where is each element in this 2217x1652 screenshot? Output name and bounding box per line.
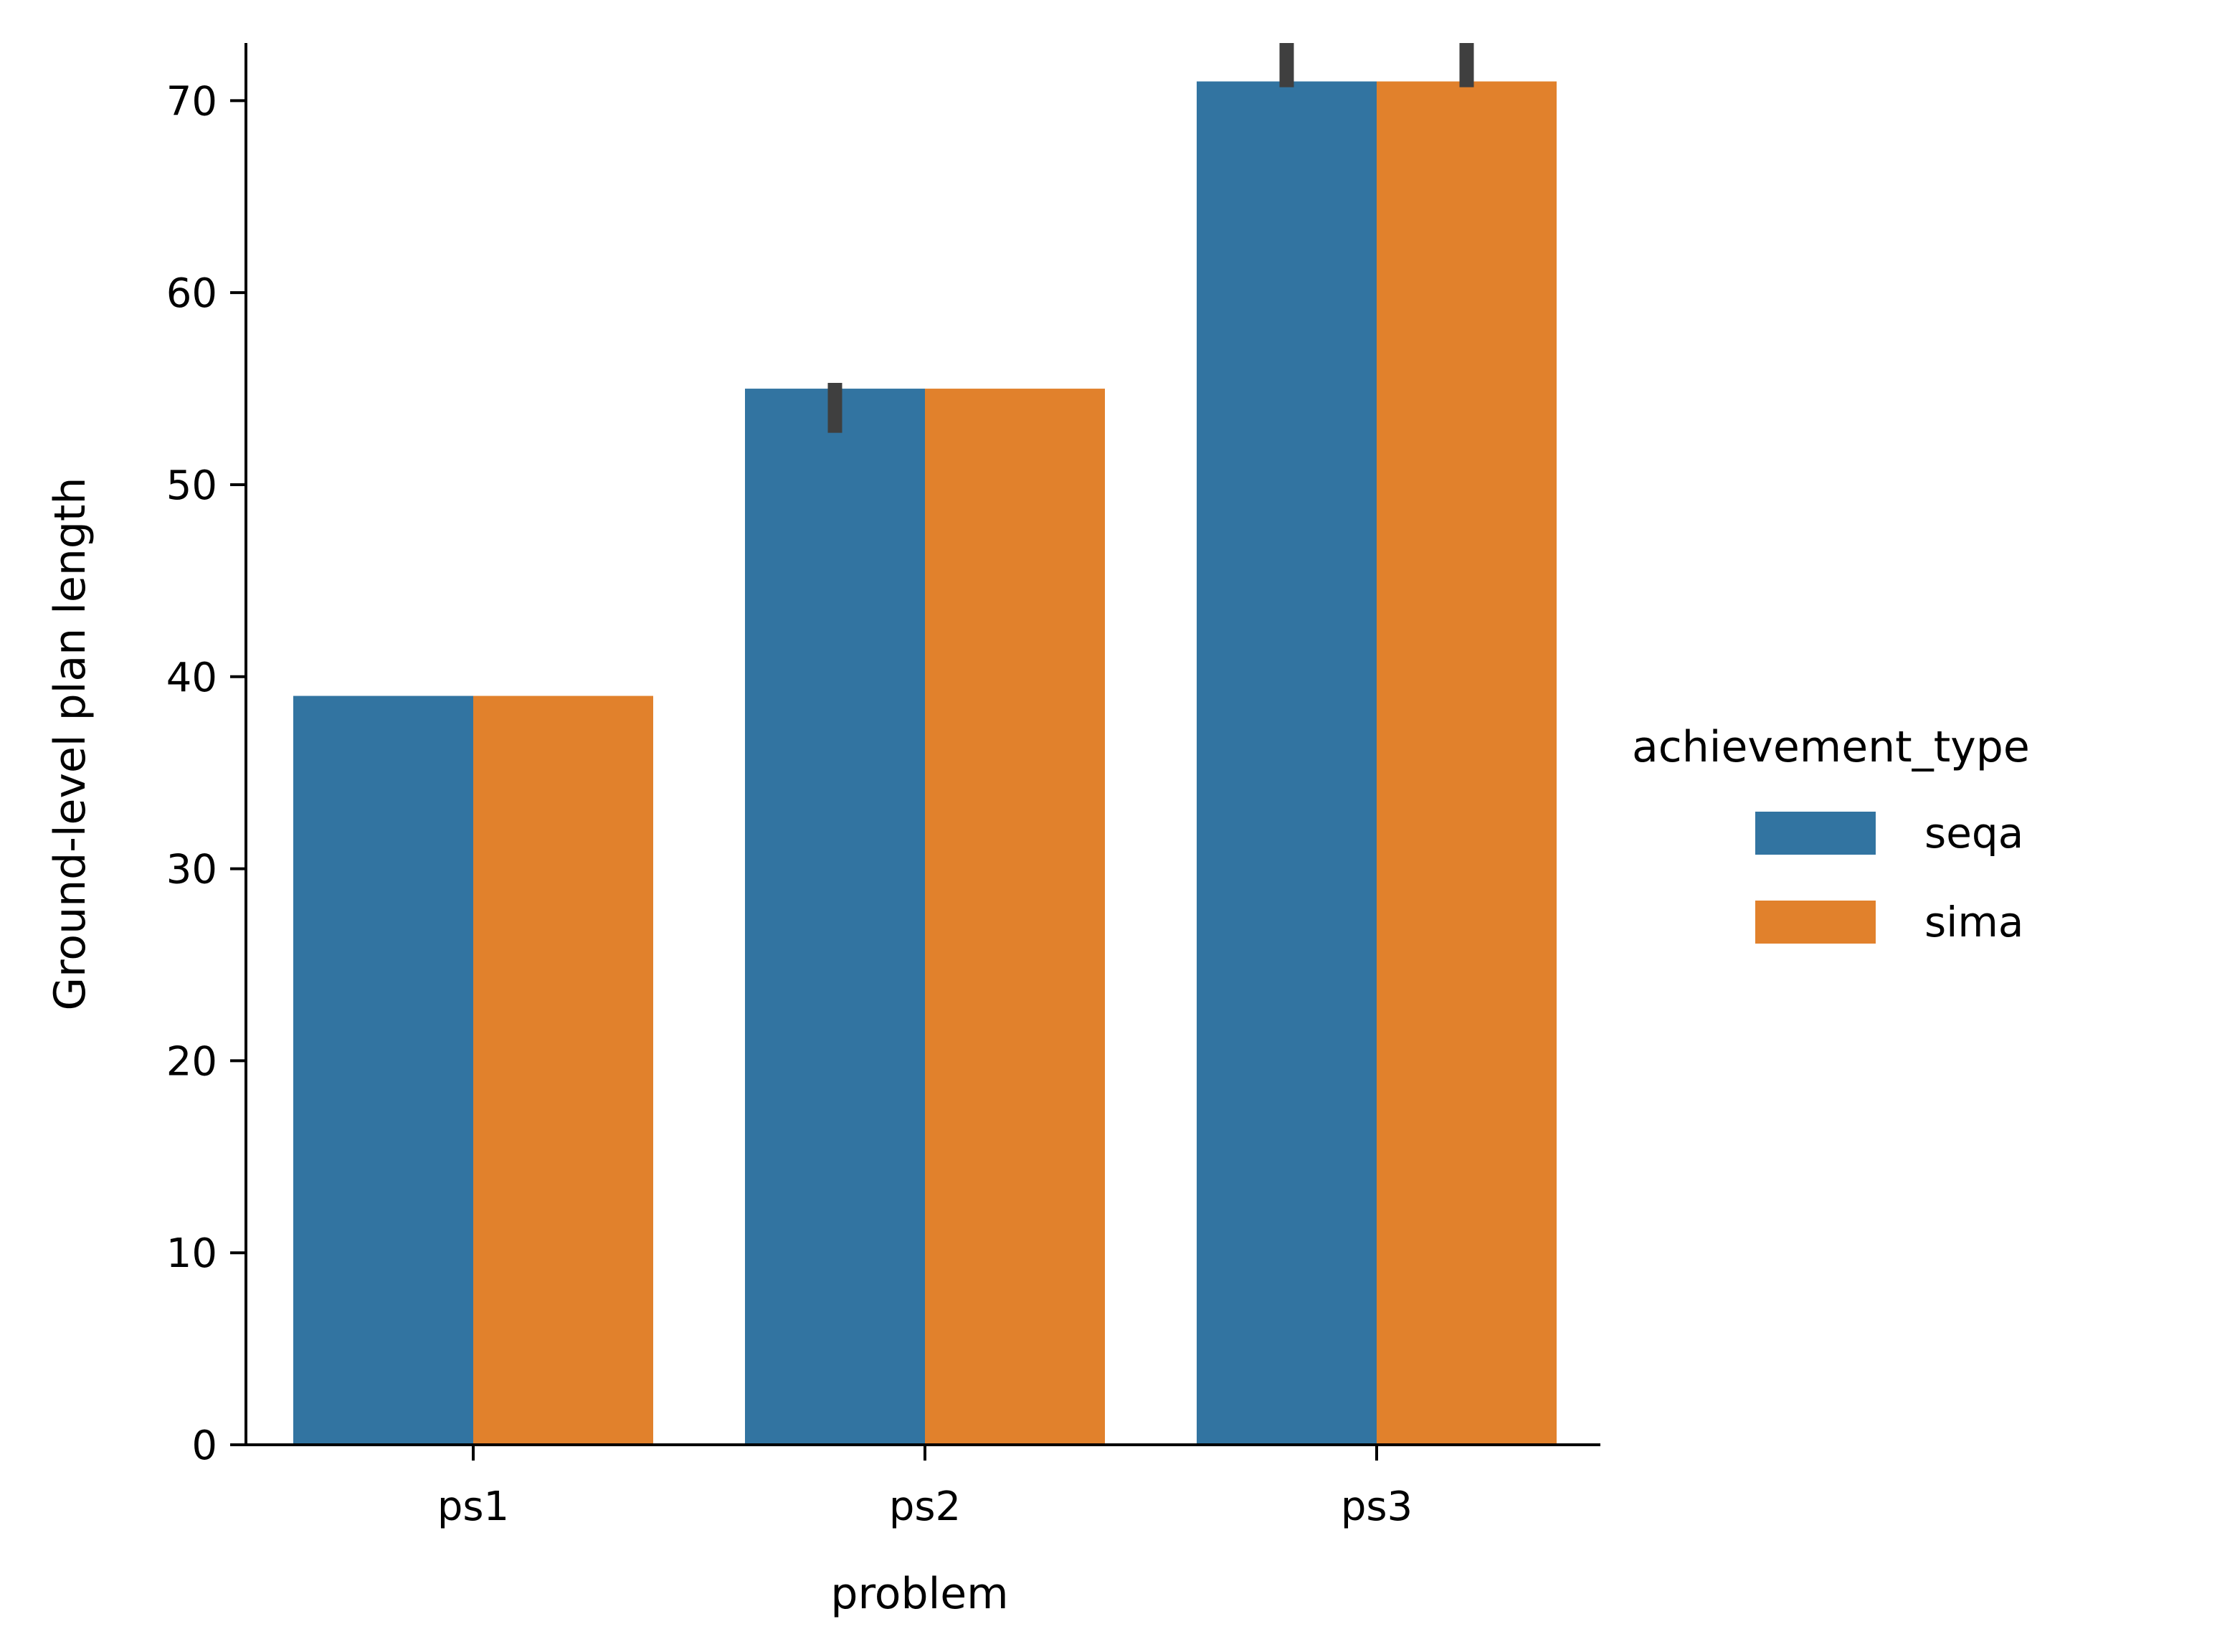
- y-tick-label-40: 40: [166, 655, 217, 701]
- y-tick-label-70: 70: [166, 78, 217, 125]
- bar-seqa-ps1: [293, 696, 473, 1445]
- y-tick-label-30: 30: [166, 847, 217, 893]
- bars-group: [293, 81, 1557, 1445]
- bar-sima-ps3: [1377, 81, 1557, 1445]
- y-tick-label-10: 10: [166, 1230, 217, 1277]
- bar-sima-ps1: [473, 696, 653, 1445]
- bar-seqa-ps2: [745, 389, 925, 1445]
- y-axis-label: Ground-level plan length: [45, 478, 95, 1011]
- x-axis-label: problem: [830, 1569, 1008, 1619]
- y-tick-label-50: 50: [166, 462, 217, 509]
- x-tick-label-ps3: ps3: [1341, 1484, 1413, 1530]
- bar-seqa-ps3: [1197, 81, 1377, 1445]
- legend-swatch-seqa: [1755, 812, 1876, 855]
- y-tick-label-0: 0: [191, 1423, 217, 1469]
- x-ticks: ps1 ps2 ps3: [437, 1445, 1413, 1530]
- legend-title: achievement_type: [1632, 722, 2030, 772]
- legend-label-seqa: seqa: [1924, 809, 2023, 858]
- bar-sima-ps2: [925, 389, 1105, 1445]
- legend-label-sima: sima: [1924, 898, 2023, 946]
- x-tick-label-ps1: ps1: [437, 1484, 509, 1530]
- x-tick-label-ps2: ps2: [889, 1484, 961, 1530]
- legend: achievement_type seqa sima: [1632, 722, 2030, 946]
- legend-swatch-sima: [1755, 901, 1876, 944]
- y-tick-label-20: 20: [166, 1038, 217, 1085]
- axes-group: [245, 43, 1600, 1446]
- y-tick-label-60: 60: [166, 270, 217, 317]
- errorbars-group: [827, 43, 1474, 433]
- legend-items: seqa sima: [1755, 809, 2023, 946]
- y-ticks: 0 10 20 30 40 50 60 70: [166, 78, 246, 1469]
